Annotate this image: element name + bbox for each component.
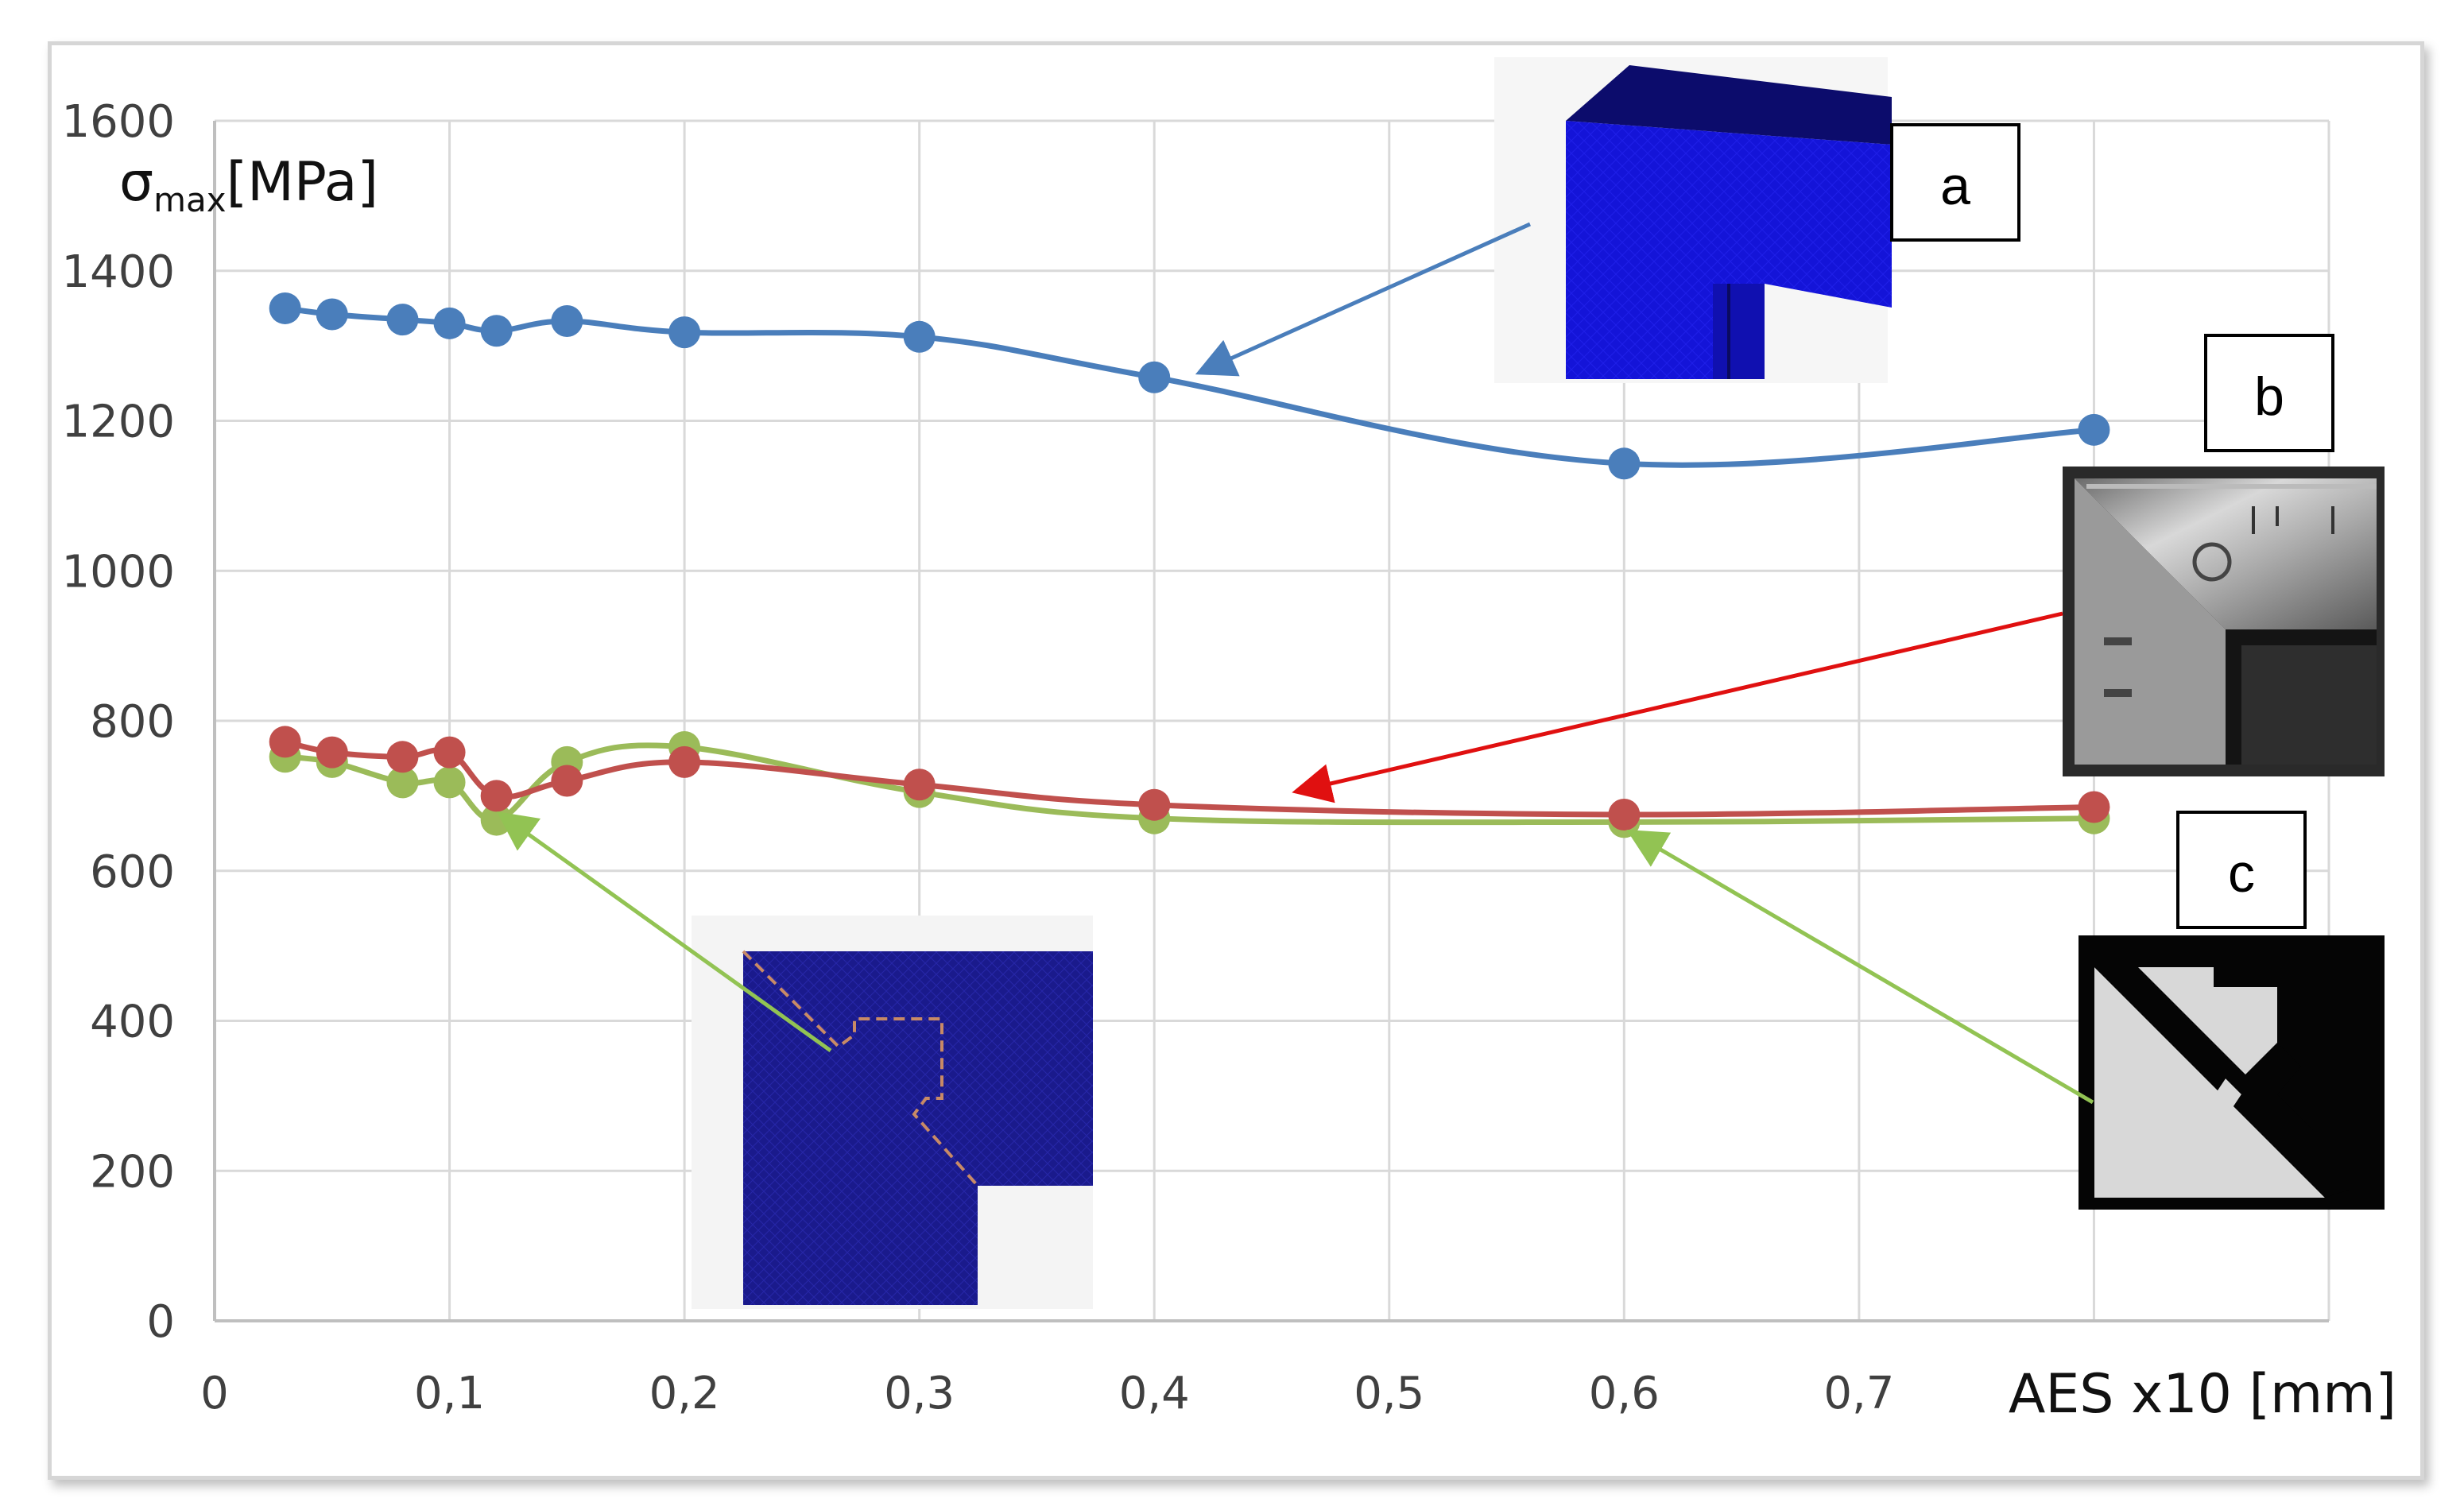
series-layer [269,292,2110,838]
x-tick-label: 0,1 [414,1368,485,1419]
y-axis-label: σmax[MPa] [119,151,378,219]
x-tick-label: 0,3 [884,1368,955,1419]
data-point [433,307,466,339]
inset-d [692,916,1093,1309]
y-axis-subscript: max [153,180,227,219]
y-axis-symbol: σ [119,151,153,214]
y-axis-unit: [MPa] [227,151,378,214]
data-point [2078,791,2110,823]
data-point [386,766,419,799]
x-tick-label: 0,2 [649,1368,720,1419]
tag-a-label: a [1940,156,1970,216]
x-tick-label: 0,7 [1823,1368,1894,1419]
inset-a [1494,57,1892,383]
data-point [433,766,466,799]
y-tick-label: 600 [90,846,175,898]
data-point [386,741,419,773]
data-point [903,320,936,353]
x-tick-label: 0,6 [1589,1368,1660,1419]
data-point [1138,788,1171,821]
data-point [1608,798,1641,830]
arrow-a [1195,222,1532,377]
x-tick-label: 0 [200,1368,229,1419]
tag-b-label: b [2254,366,2284,427]
x-axis-label: AES x10 [mm] [2009,1363,2396,1426]
data-point [480,780,513,812]
arrow-c [1626,829,2094,1105]
data-point [551,304,583,337]
y-tick-label: 200 [90,1146,175,1198]
data-point [386,304,419,336]
data-point [2078,413,2110,446]
y-tick-label: 1000 [61,546,175,598]
y-tick-label: 800 [90,696,175,748]
x-tick-label: 0,4 [1119,1368,1190,1419]
y-tick-label: 0 [146,1296,175,1348]
figure-frame: 0 200 400 600 800 1000 1200 1400 1600 0 0,1 0,2 0,3… [48,41,2424,1480]
data-point [668,316,701,349]
tag-c [2176,811,2307,929]
line-chart: 0 200 400 600 800 1000 1200 1400 1600 0 0,1 0,2 0,3… [61,57,2396,1426]
y-tick-label: 400 [90,997,175,1048]
inset-c [2079,935,2385,1210]
data-point [1138,361,1171,393]
data-point [903,769,936,801]
data-point [1608,447,1641,480]
x-tick-label: 0,5 [1354,1368,1424,1419]
tag-a [1890,123,2020,242]
y-tick-label: 1400 [61,246,175,298]
data-point [269,726,301,758]
tag-b [2204,334,2334,452]
arrow-d [496,811,832,1053]
data-point [551,765,583,797]
data-point [433,736,466,769]
data-point [316,736,348,769]
x-axis-ticks: 0 0,1 0,2 0,3 0,4 0,5 0,6 0,7 [200,1368,1894,1419]
arrow-b [1292,611,2063,803]
data-point [668,745,701,778]
data-point [480,315,513,347]
y-axis-ticks: 0 200 400 600 800 1000 1200 1400 1600 [61,96,175,1348]
annotation-arrows [496,222,2094,1105]
inset-b [2063,467,2385,776]
data-point [316,298,348,331]
y-tick-label: 1200 [61,397,175,448]
gridlines [213,119,2330,1322]
tag-c-label: c [2228,843,2255,904]
y-tick-label: 1600 [61,96,175,148]
data-point [269,292,301,324]
